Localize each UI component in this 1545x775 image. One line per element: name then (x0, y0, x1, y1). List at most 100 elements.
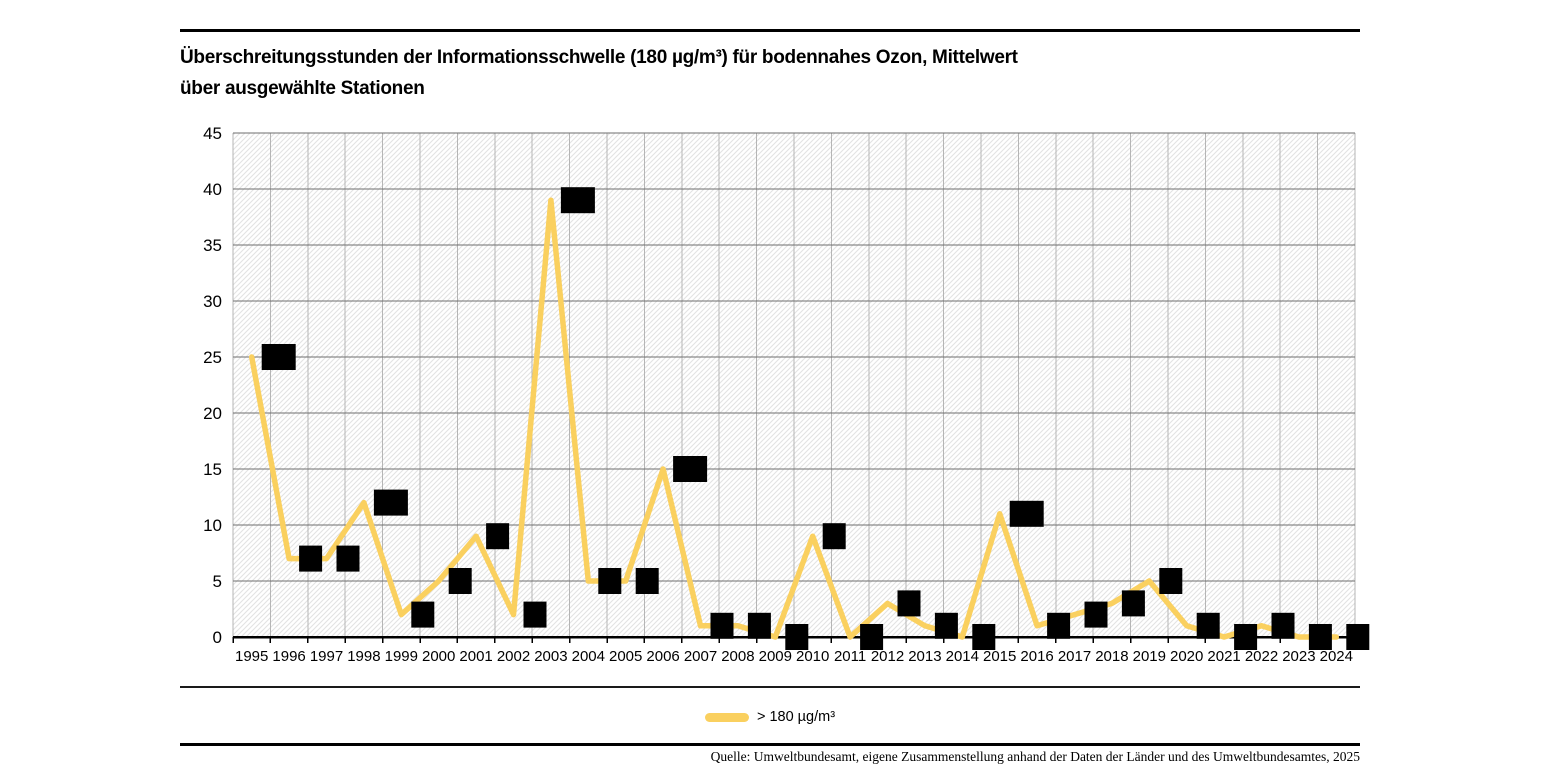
x-axis-tick-label: 2019 (1133, 648, 1166, 665)
y-axis-tick-label: 15 (203, 460, 222, 479)
data-label: 0 (1316, 630, 1325, 647)
data-label-box (373, 489, 408, 516)
x-axis-tick-label: 2021 (1207, 648, 1240, 665)
top-rule (180, 29, 1360, 32)
x-axis-tick-label: 2002 (497, 648, 530, 665)
x-axis-tick-label: 2017 (1058, 648, 1091, 665)
legend-divider (180, 686, 1360, 688)
data-label-box (448, 568, 472, 594)
data-label: 0 (1353, 630, 1362, 647)
x-axis-tick-label: 2008 (721, 648, 754, 665)
data-label-box (934, 612, 958, 639)
x-axis-tick-label: 2004 (572, 648, 605, 665)
data-label: 0 (979, 630, 988, 647)
data-label: 0 (867, 630, 876, 647)
chart-legend: > 180 µg/m³ (180, 704, 1360, 730)
data-label-box (1234, 624, 1258, 650)
y-axis-tick-label: 25 (203, 348, 222, 367)
legend-label: > 180 µg/m³ (756, 709, 836, 725)
x-axis-tick-label: 2022 (1245, 648, 1278, 665)
y-axis-tick-label: 0 (213, 628, 222, 647)
data-label-box (897, 590, 921, 617)
data-label: 5 (643, 574, 652, 591)
x-axis-tick-label: 2000 (422, 648, 455, 665)
data-label-box (261, 344, 296, 370)
x-axis-tick-label: 1995 (235, 648, 268, 665)
data-label: 11 (1019, 506, 1036, 523)
data-label-box (523, 601, 547, 628)
data-label-box (336, 545, 360, 572)
data-label: 25 (270, 350, 288, 367)
data-label-box (299, 545, 323, 572)
data-label: 2 (1092, 607, 1101, 624)
data-label-box (785, 624, 809, 650)
x-axis-tick-label: 2010 (796, 648, 829, 665)
data-label: 9 (830, 529, 839, 546)
data-label: 7 (306, 551, 315, 568)
data-label: 0 (1241, 630, 1250, 647)
data-label: 1 (1054, 618, 1063, 635)
x-axis-tick-label: 1999 (385, 648, 418, 665)
data-label-box (1346, 624, 1370, 650)
data-label-box (1159, 568, 1183, 594)
data-label-box (1047, 612, 1071, 639)
data-label: 2 (418, 607, 427, 624)
data-label: 5 (456, 574, 465, 591)
data-label-box (972, 624, 996, 650)
x-axis-tick-label: 2015 (983, 648, 1016, 665)
chart-title-line1: Überschreitungsstunden der Informationss… (180, 47, 1018, 68)
footer-rule (180, 743, 1360, 746)
data-label-box (860, 624, 884, 650)
y-axis-tick-label: 35 (203, 236, 222, 255)
data-label: 1 (1279, 618, 1288, 635)
data-label: 1 (1204, 618, 1213, 635)
data-label: 15 (681, 462, 699, 479)
data-label: 2 (531, 607, 540, 624)
x-axis-tick-label: 2018 (1095, 648, 1128, 665)
data-label-box (486, 523, 510, 550)
data-label-box (822, 523, 846, 550)
data-label: 0 (792, 630, 801, 647)
data-label-box (411, 601, 435, 628)
data-label: 7 (344, 551, 353, 568)
chart-title: Überschreitungsstunden der Informationss… (180, 42, 1018, 104)
x-axis-tick-label: 2020 (1170, 648, 1203, 665)
x-axis-tick-label: 2009 (759, 648, 792, 665)
data-label-box (1121, 590, 1145, 617)
y-axis-tick-label: 5 (213, 572, 222, 591)
x-axis-tick-label: 2016 (1020, 648, 1053, 665)
data-label-box (710, 612, 734, 639)
x-axis-tick-label: 2024 (1320, 648, 1353, 665)
data-label-box (673, 456, 708, 482)
data-label: 9 (493, 529, 502, 546)
x-axis-tick-label: 1996 (272, 648, 305, 665)
x-axis-tick-label: 1998 (347, 648, 380, 665)
x-axis-tick-label: 2013 (908, 648, 941, 665)
data-label: 1 (942, 618, 951, 635)
data-label: 3 (905, 596, 914, 613)
data-label: 5 (1166, 574, 1175, 591)
x-axis-tick-label: 2023 (1282, 648, 1315, 665)
y-axis-tick-label: 20 (203, 404, 222, 423)
legend-line-swatch (704, 712, 749, 722)
x-axis-tick-label: 2003 (534, 648, 567, 665)
x-axis-tick-label: 2014 (946, 648, 979, 665)
data-label: 1 (755, 618, 764, 635)
x-axis-tick-label: 2001 (459, 648, 492, 665)
x-axis-tick-label: 1997 (310, 648, 343, 665)
data-label: 12 (382, 495, 399, 512)
data-label: 39 (569, 193, 587, 210)
x-axis-tick-label: 2012 (871, 648, 904, 665)
y-axis-tick-label: 30 (203, 292, 222, 311)
x-axis-tick-label: 2005 (609, 648, 642, 665)
data-label-box (747, 612, 771, 639)
x-axis-tick-label: 2006 (646, 648, 679, 665)
y-axis-tick-label: 40 (203, 180, 222, 199)
data-label: 5 (605, 574, 614, 591)
data-label-box (635, 568, 659, 594)
source-text: Quelle: Umweltbundesamt, eigene Zusammen… (710, 749, 1360, 764)
data-label-box (598, 568, 622, 594)
data-label: 1 (718, 618, 727, 635)
